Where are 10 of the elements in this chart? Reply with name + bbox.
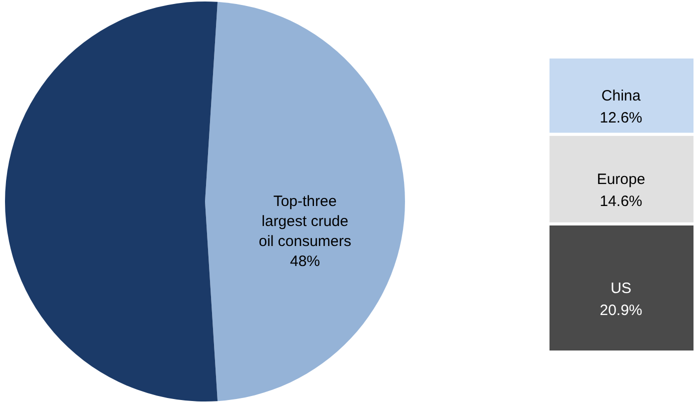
data-label: 20.9% — [600, 302, 642, 319]
series-label: China — [601, 88, 642, 105]
pie-slice — [205, 2, 405, 402]
data-label: 48% — [290, 253, 320, 270]
pie-slice — [4, 2, 218, 402]
series-label: Europe — [596, 171, 646, 188]
data-label: 12.6% — [600, 110, 642, 127]
data-label: 14.6% — [600, 193, 642, 210]
series-label: US — [610, 280, 632, 297]
slice-label: Top-three largest crude oil consumers — [258, 193, 352, 250]
